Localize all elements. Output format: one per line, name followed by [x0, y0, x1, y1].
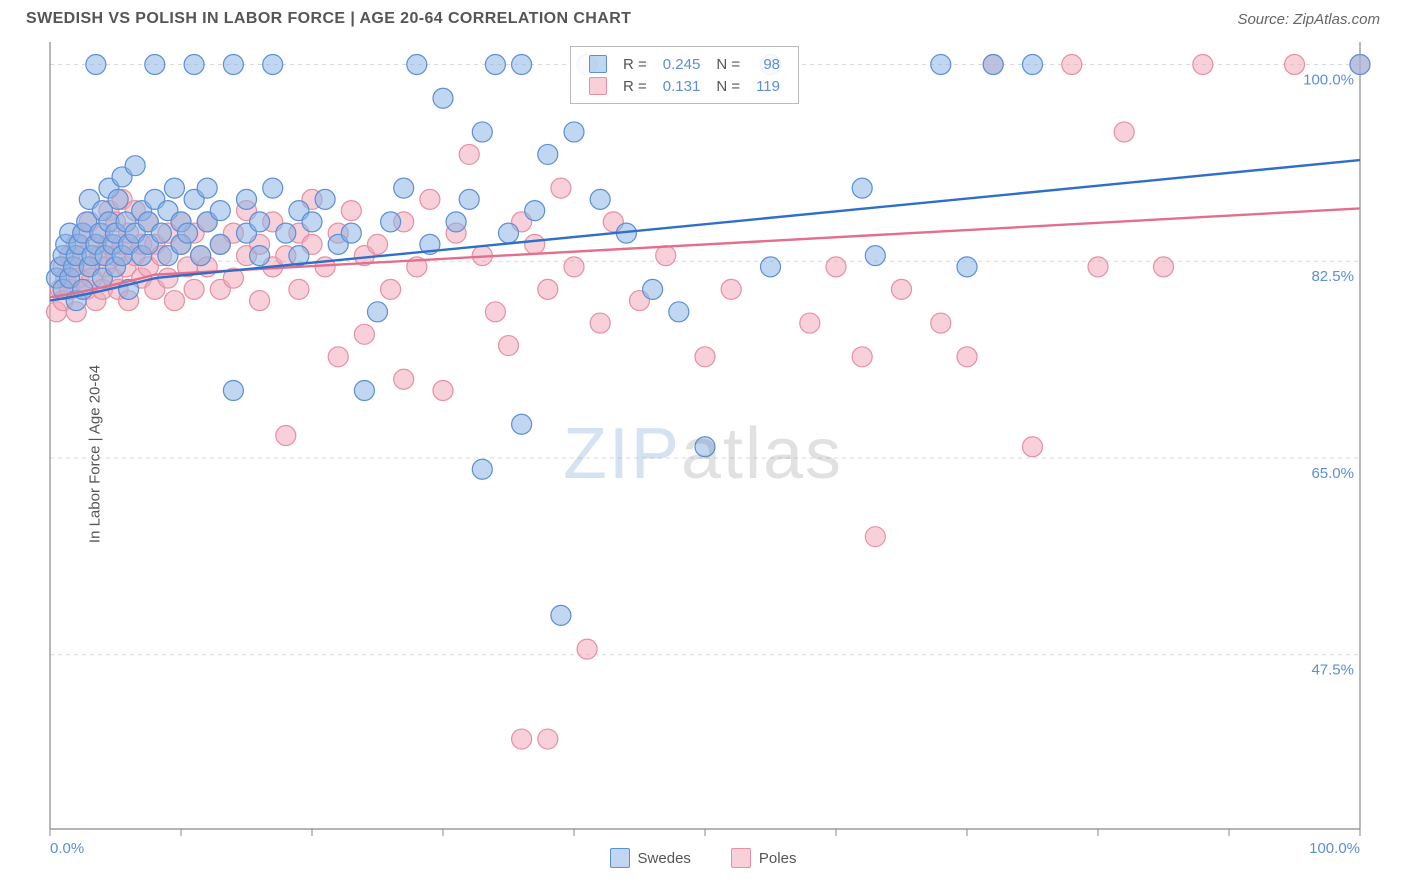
- legend-label-poles: Poles: [759, 850, 797, 867]
- svg-text:82.5%: 82.5%: [1311, 268, 1354, 285]
- correlation-legend: R =0.245N =98R =0.131N =119: [570, 46, 799, 104]
- svg-text:47.5%: 47.5%: [1311, 662, 1354, 679]
- legend-item-poles: Poles: [731, 848, 797, 868]
- svg-text:100.0%: 100.0%: [1303, 71, 1354, 88]
- chart-area: In Labor Force | Age 20-64 47.5% 65.0% 82.…: [0, 34, 1406, 874]
- chart-title: SWEDISH VS POLISH IN LABOR FORCE | AGE 2…: [26, 10, 631, 28]
- legend-label-swedes: Swedes: [638, 850, 691, 867]
- y-axis-label: In Labor Force | Age 20-64: [87, 365, 104, 543]
- svg-text:65.0%: 65.0%: [1311, 465, 1354, 482]
- series-legend: Swedes Poles: [0, 848, 1406, 868]
- scatter-plot-svg: 47.5%65.0%82.5%100.0%0.0%100.0%: [0, 34, 1406, 874]
- chart-source: Source: ZipAtlas.com: [1237, 11, 1380, 28]
- legend-item-swedes: Swedes: [610, 848, 691, 868]
- chart-header: SWEDISH VS POLISH IN LABOR FORCE | AGE 2…: [0, 0, 1406, 34]
- legend-swatch-pink: [731, 848, 751, 868]
- legend-swatch-blue: [610, 848, 630, 868]
